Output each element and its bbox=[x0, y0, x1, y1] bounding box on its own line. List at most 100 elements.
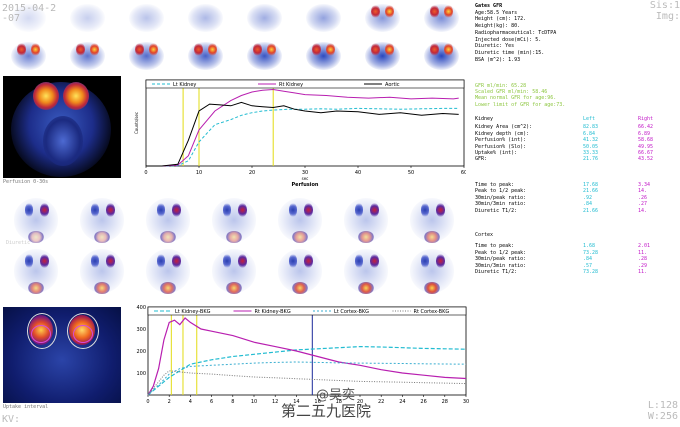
table-cell-left: 6.84 bbox=[583, 130, 596, 137]
table-cell-left: .84 bbox=[583, 256, 593, 263]
scan-frame bbox=[118, 0, 175, 36]
legend-label: Lt Kidney-BKG bbox=[175, 309, 211, 315]
renogram-chart: 0 2 4 6 8 10 12 14 16 18 20 22 24 26 28 30100200300400L… bbox=[136, 305, 469, 405]
y-tick-label: 200 bbox=[136, 349, 146, 355]
x-unit-label: sec bbox=[302, 176, 309, 181]
scan-frame bbox=[354, 38, 411, 74]
table-cell-label: GFR: bbox=[475, 156, 488, 163]
scan-frame bbox=[334, 247, 398, 295]
kv-label: KV: bbox=[2, 414, 21, 425]
x-tick-label: 30 bbox=[302, 170, 308, 176]
scan-frame bbox=[400, 247, 464, 295]
table-row: 30min/peak ratio: .84 .28 bbox=[475, 256, 678, 262]
x-tick-label: 0 bbox=[144, 170, 147, 176]
x-tick-label: 40 bbox=[355, 170, 361, 176]
series-line-3 bbox=[147, 370, 467, 396]
y-tick-label: 300 bbox=[136, 327, 146, 333]
table-cell-left: 21.66 bbox=[583, 188, 599, 195]
series-line-2 bbox=[147, 361, 467, 396]
table-header-left: Left bbox=[583, 116, 596, 122]
x-tick-label: 12 bbox=[272, 399, 278, 405]
info-line: Weight(kg): 80. bbox=[475, 23, 521, 30]
legend-label: Rt Kidney-BKG bbox=[255, 309, 291, 315]
table-row: Time to peak: 1.68 2.01 bbox=[475, 243, 678, 249]
table-cell-left: 21.66 bbox=[583, 207, 599, 214]
table-cell-left: .84 bbox=[583, 201, 593, 208]
peak-table: Time to peak: 17.68 3.34 Peak to 1/2 peak: 2… bbox=[475, 182, 678, 214]
scan-frame bbox=[4, 196, 68, 244]
table-cell-right: 6.89 bbox=[638, 130, 651, 137]
legend-label: Rt Kidney bbox=[279, 82, 303, 88]
table-cell-right: 14. bbox=[638, 207, 648, 214]
table-cell-left: 50.05 bbox=[583, 143, 599, 150]
series-line-0 bbox=[147, 345, 467, 396]
dynamic-frames-row-1 bbox=[0, 0, 470, 36]
info-line: Injected dose(mCi): 5. bbox=[475, 36, 542, 43]
info-line: Height (cm): 172. bbox=[475, 16, 527, 23]
table-cell-left: 82.83 bbox=[583, 124, 599, 131]
table-cell-right: 11. bbox=[638, 269, 648, 276]
gfr-line: Mean normal GFR for age:96. bbox=[475, 95, 557, 102]
kidney-table: Kidney Left Right Kidney Area (cm^2): 82.… bbox=[475, 116, 678, 163]
perfusion-image bbox=[3, 76, 121, 178]
watermark-author: @吴奕 bbox=[316, 388, 356, 403]
uptake-roi-image bbox=[3, 307, 121, 403]
kidney-table-header: Kidney Left Right bbox=[475, 116, 678, 122]
table-row: Kidney depth (cm): 6.84 6.89 bbox=[475, 131, 678, 137]
series-line-1 bbox=[147, 317, 467, 396]
table-cell-label: Time to peak: bbox=[475, 182, 515, 188]
watermark-hospital: 第二五九医院 bbox=[281, 402, 372, 420]
x-tick-label: 30 bbox=[463, 399, 469, 405]
x-tick-label: 2 bbox=[168, 399, 171, 405]
series-line-0 bbox=[146, 107, 459, 167]
table-cell-left: .57 bbox=[583, 262, 593, 269]
plot-area bbox=[147, 306, 467, 396]
table-cell-left: 73.28 bbox=[583, 269, 599, 276]
table-cell-label: Perfusion% (Slo): bbox=[475, 143, 527, 150]
table-cell-right: 43.52 bbox=[638, 156, 654, 163]
scan-frame bbox=[295, 38, 352, 74]
x-axis-label: Perfusion bbox=[292, 182, 319, 188]
table-cell-label: Kidney Area (cm^2): bbox=[475, 124, 533, 131]
y-tick-label: 100 bbox=[136, 371, 146, 377]
table-row: Uptake% (int): 33.33 66.67 bbox=[475, 150, 678, 156]
cortex-header: Cortex bbox=[475, 232, 494, 238]
x-tick-label: 24 bbox=[399, 399, 405, 405]
table-cell-right: 14. bbox=[638, 188, 648, 195]
info-line: Age:58.5 Years bbox=[475, 9, 518, 16]
scan-frame bbox=[59, 38, 116, 74]
scan-frame bbox=[118, 38, 175, 74]
table-row: Diuretic T1/2: 73.28 11. bbox=[475, 269, 678, 275]
table-cell-label: Perfusion% (int): bbox=[475, 137, 527, 144]
table-cell-label: 30min/peak ratio: bbox=[475, 194, 527, 201]
x-tick-label: 4 bbox=[189, 399, 192, 405]
scan-frame bbox=[0, 0, 57, 36]
table-cell-right: 66.67 bbox=[638, 150, 654, 157]
x-tick-label: 20 bbox=[249, 170, 255, 176]
table-cell-left: 33.33 bbox=[583, 150, 599, 157]
table-cell-left: .92 bbox=[583, 194, 593, 201]
window-level: L:128 W:256 bbox=[647, 400, 678, 422]
gfr-summary: GFR ml/min: 65.28 Scaled GFR ml/min: 58.… bbox=[475, 83, 565, 108]
scan-frame bbox=[413, 38, 470, 74]
table-cell-label: 30min/peak ratio: bbox=[475, 256, 527, 263]
table-cell-right: 58.68 bbox=[638, 137, 654, 144]
date-overlay: 2015-04-2 -07 bbox=[2, 3, 57, 24]
scan-frame bbox=[70, 247, 134, 295]
patient-info-panel: Gates GFR Age:58.5 Years Height (cm): 17… bbox=[475, 3, 680, 63]
table-header-label: Kidney bbox=[475, 116, 494, 122]
scan-frame bbox=[413, 0, 470, 36]
table-row: Time to peak: 17.68 3.34 bbox=[475, 182, 678, 188]
table-row: 30min/peak ratio: .92 .26 bbox=[475, 195, 678, 201]
scan-frame bbox=[236, 38, 293, 74]
plot-area bbox=[145, 79, 465, 167]
table-cell-right: .29 bbox=[638, 262, 648, 269]
x-tick-label: 10 bbox=[251, 399, 257, 405]
cortex-table: Cortex Time to peak: 1.68 2.01 Peak to 1/2 … bbox=[475, 232, 678, 275]
scan-frame bbox=[70, 196, 134, 244]
scan-frame bbox=[202, 247, 266, 295]
x-tick-label: 6 bbox=[210, 399, 213, 405]
table-header-right: Right bbox=[638, 116, 654, 122]
scan-frame bbox=[334, 196, 398, 244]
